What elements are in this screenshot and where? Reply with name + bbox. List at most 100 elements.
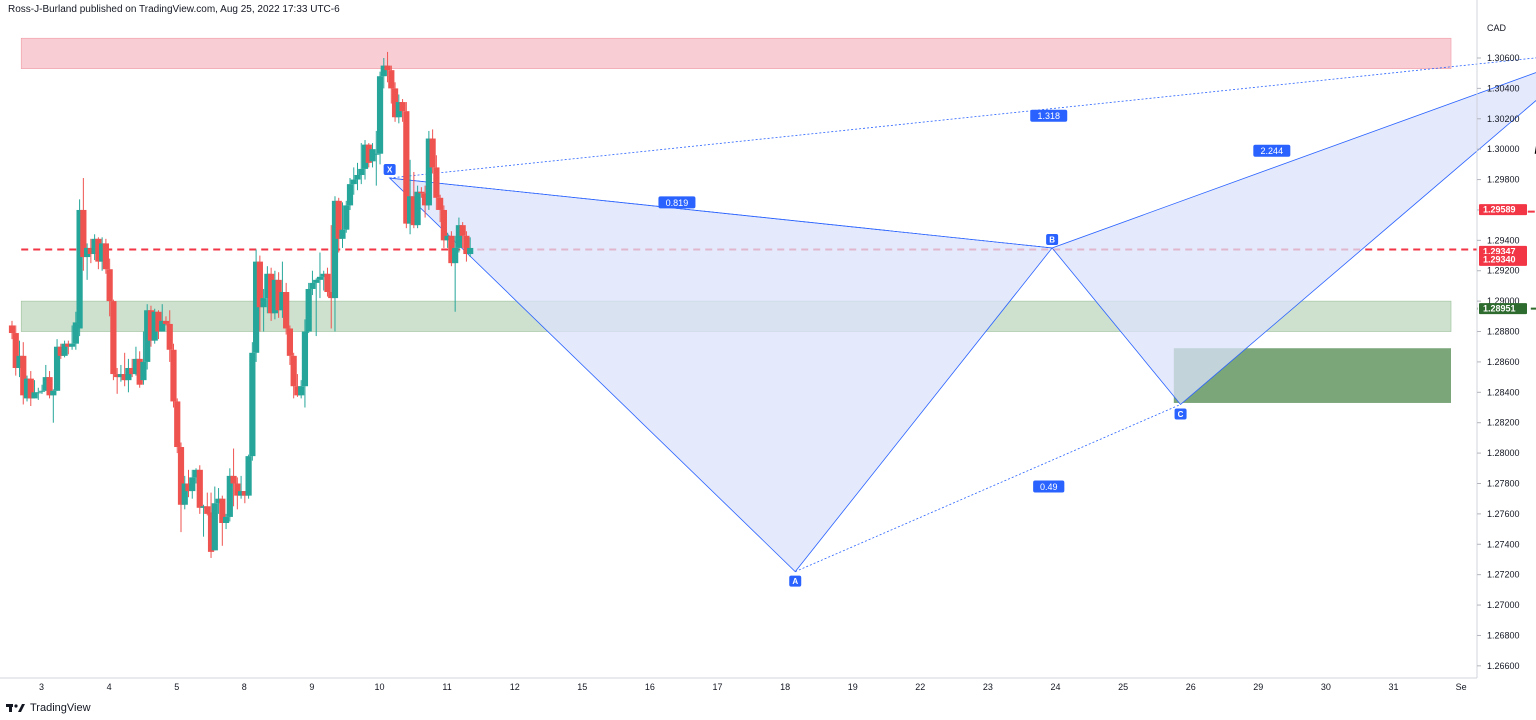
candle: [237, 475, 245, 499]
candle: [313, 278, 320, 337]
ratio-line-xb: [389, 177, 1053, 249]
ratio-value: 0.819: [666, 198, 689, 208]
candle: [27, 371, 34, 406]
candle-body: [53, 346, 61, 391]
price-tag-bg: [1479, 253, 1527, 265]
candle: [42, 364, 49, 391]
candle: [110, 299, 117, 381]
x-tick-label: 15: [577, 682, 587, 692]
candle-body: [102, 243, 109, 270]
candle: [369, 143, 376, 168]
candle-body: [346, 184, 354, 206]
candle: [219, 495, 226, 546]
y-tick-label: 1.28600: [1487, 357, 1520, 367]
pattern-point-label: A: [792, 577, 798, 586]
candle: [358, 143, 365, 185]
candle-body: [264, 273, 271, 299]
candle: [211, 486, 218, 551]
candle: [84, 243, 91, 280]
candle: [234, 477, 241, 510]
x-tick-label: 17: [712, 682, 722, 692]
candle-body: [204, 506, 211, 514]
candle-body: [245, 456, 252, 496]
candle: [99, 237, 106, 271]
candle-body: [211, 503, 218, 551]
candle: [339, 202, 346, 248]
candle: [388, 65, 395, 104]
x-tick-label: 3: [39, 682, 44, 692]
pattern-point-label: B: [1049, 235, 1055, 244]
y-tick-label: 1.28400: [1487, 387, 1520, 397]
pattern-point-x: X: [383, 164, 396, 176]
x-tick-label: 23: [983, 682, 993, 692]
candle: [452, 235, 459, 312]
candle-body: [328, 292, 335, 299]
candle: [410, 171, 417, 229]
y-tick-label: 1.30000: [1487, 144, 1520, 154]
candle-body: [140, 361, 147, 381]
candle-body: [271, 279, 278, 314]
candle-body: [46, 377, 53, 396]
candle: [226, 468, 233, 522]
candle-body: [249, 352, 256, 457]
candle: [95, 237, 102, 270]
price-tag-bg: [1479, 303, 1527, 315]
candle-body: [65, 343, 72, 347]
x-tick-label: 8: [242, 682, 247, 692]
candle-body: [215, 498, 222, 504]
candle-body: [452, 247, 459, 264]
candle: [65, 340, 72, 355]
ratio-value: 0.49: [1040, 482, 1058, 492]
y-tick-label: 1.28000: [1487, 448, 1520, 458]
candle-body: [380, 65, 387, 77]
candle: [286, 325, 294, 365]
candle-body: [440, 209, 447, 241]
candle: [46, 371, 53, 399]
candle-body: [72, 322, 79, 344]
candle-body: [384, 65, 391, 71]
candle-body: [467, 247, 474, 255]
candle: [136, 351, 143, 388]
candle-body: [155, 311, 162, 332]
candle: [331, 196, 339, 332]
candle-body: [57, 346, 64, 356]
candle: [301, 319, 309, 408]
candle: [87, 238, 94, 264]
candle: [264, 266, 271, 314]
y-tick-label: 1.27200: [1487, 570, 1520, 580]
candle: [35, 387, 42, 400]
ratio-badge: 0.49: [1033, 480, 1065, 493]
candle: [290, 352, 297, 399]
price-tag: 1.29340: [1479, 253, 1527, 265]
pattern-point-a: A: [789, 575, 802, 587]
candle-body: [279, 292, 286, 311]
candle: [12, 325, 19, 376]
candle: [305, 282, 312, 334]
candle-body: [110, 301, 117, 375]
candle: [365, 143, 372, 168]
candle-body: [391, 88, 399, 118]
candle: [215, 488, 222, 514]
candle: [373, 130, 380, 186]
candle-body: [207, 512, 215, 552]
candle-body: [151, 311, 158, 341]
candle: [256, 255, 263, 332]
candle: [200, 504, 207, 537]
candle-body: [361, 144, 369, 169]
candle-body: [290, 355, 297, 387]
candle-body: [196, 469, 203, 508]
candle-body: [170, 349, 177, 402]
candle-body: [343, 205, 350, 230]
footer[interactable]: TradingView: [6, 700, 91, 716]
candle: [222, 513, 230, 530]
candle-body: [294, 386, 301, 396]
y-tick-label: 1.27600: [1487, 509, 1520, 519]
candle: [279, 261, 286, 318]
candle: [16, 340, 23, 378]
ratio-badge: 1.318: [1030, 109, 1068, 122]
pattern-point-badge: [383, 164, 396, 176]
candle-body: [358, 168, 365, 176]
candle-body: [283, 292, 290, 329]
